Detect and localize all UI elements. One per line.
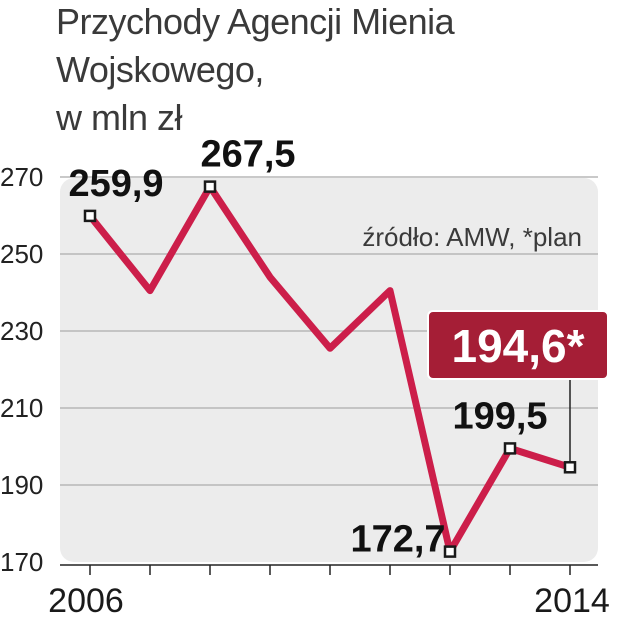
chart-title-line-3: w mln zł [56,97,183,138]
y-tick-label: 170 [0,547,43,577]
y-tick-label: 230 [0,316,43,346]
data-marker [563,461,577,474]
chart-title-line-1: Przychody Agencji Mienia [56,1,455,42]
data-label: 259,9 [68,163,163,205]
data-marker [443,545,457,558]
y-tick-label: 250 [0,239,43,269]
x-axis: 2006 2014 [48,565,610,618]
data-label: 199,5 [452,395,547,437]
data-marker [503,442,517,455]
y-tick-label: 270 [0,162,43,192]
highlight-label: 194,6* [451,320,584,372]
data-markers [83,180,577,558]
data-marker [83,209,97,223]
data-label: 172,7 [350,519,445,561]
highlight-callout: 194,6* [427,310,609,380]
x-tick-label: 2006 [48,582,124,618]
data-marker [203,180,217,193]
y-tick-label: 210 [0,393,43,423]
x-tick-label: 2014 [534,582,610,618]
highlight-box [427,310,609,380]
plot-area [60,178,598,562]
y-tick-label: 190 [0,470,43,500]
source-note: źródło: AMW, *plan [362,222,582,252]
series-line [86,183,574,556]
chart-title-line-2: Wojskowego, [56,49,264,90]
data-label: 267,5 [200,134,295,176]
data-labels: 259,9 267,5 172,7 199,5 [68,134,547,561]
y-axis: 170 190 210 230 250 270 [0,162,43,577]
